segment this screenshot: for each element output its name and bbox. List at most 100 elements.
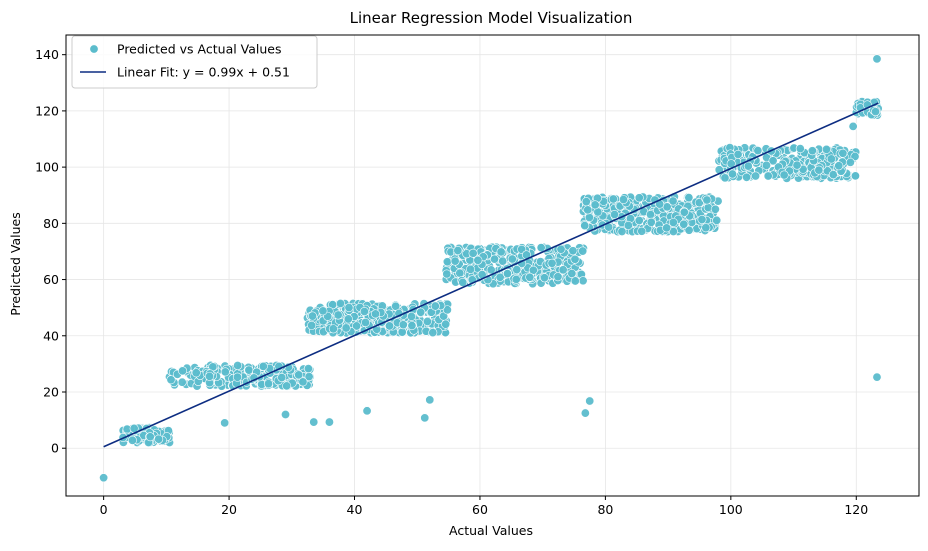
scatter-point bbox=[318, 306, 328, 316]
legend-scatter-label: Predicted vs Actual Values bbox=[117, 42, 282, 57]
scatter-point bbox=[341, 323, 351, 333]
scatter-point bbox=[428, 328, 438, 338]
x-tick-label: 120 bbox=[844, 502, 868, 517]
linear-fit-line bbox=[103, 102, 879, 448]
x-tick-label: 100 bbox=[719, 502, 743, 517]
scatter-point bbox=[583, 205, 593, 215]
scatter-point bbox=[442, 257, 452, 267]
scatter-point bbox=[258, 361, 268, 371]
scatter-point bbox=[511, 274, 521, 284]
scatter-point bbox=[646, 210, 656, 220]
scatter-point bbox=[637, 226, 647, 236]
scatter-point bbox=[701, 223, 711, 233]
scatter-point bbox=[585, 396, 595, 406]
scatter-point bbox=[584, 212, 594, 222]
scatter-point bbox=[442, 305, 452, 315]
scatter-point bbox=[761, 160, 771, 170]
y-axis-label: Predicted Values bbox=[8, 212, 23, 316]
scatter-point bbox=[871, 107, 881, 117]
scatter-point bbox=[751, 171, 761, 181]
scatter-point bbox=[763, 171, 773, 181]
scatter-point bbox=[166, 375, 176, 385]
legend-line-label: Linear Fit: y = 0.99x + 0.51 bbox=[117, 65, 290, 80]
plot-frame bbox=[65, 34, 920, 497]
scatter-point bbox=[668, 196, 678, 206]
scatter-points bbox=[99, 54, 883, 483]
scatter-point bbox=[450, 256, 460, 266]
scatter-point bbox=[558, 265, 568, 275]
scatter-point bbox=[362, 406, 372, 416]
y-tick-label: 20 bbox=[43, 384, 59, 399]
scatter-point bbox=[590, 200, 600, 210]
scatter-point bbox=[826, 154, 836, 164]
y-tick-label: 60 bbox=[43, 272, 59, 287]
scatter-point bbox=[244, 365, 254, 375]
x-tick-label: 0 bbox=[100, 502, 108, 517]
plot-border bbox=[65, 34, 920, 497]
scatter-point bbox=[553, 272, 563, 282]
scatter-point bbox=[610, 210, 620, 220]
scatter-point bbox=[441, 319, 451, 329]
y-tick-label: 100 bbox=[35, 160, 59, 175]
scatter-point bbox=[466, 264, 476, 274]
scatter-point bbox=[525, 272, 535, 282]
scatter-point bbox=[263, 379, 273, 389]
scatter-point bbox=[127, 435, 137, 445]
scatter-point bbox=[567, 269, 577, 279]
scatter-point bbox=[684, 225, 694, 235]
scatter-point bbox=[328, 324, 338, 334]
scatter-point bbox=[540, 273, 550, 283]
scatter-point bbox=[634, 193, 644, 203]
scatter-point bbox=[507, 254, 517, 264]
scatter-point bbox=[821, 144, 831, 154]
scatter-point bbox=[848, 121, 858, 131]
scatter-point bbox=[495, 272, 505, 282]
scatter-point bbox=[807, 146, 817, 156]
scatter-point bbox=[453, 246, 463, 256]
scatter-point bbox=[742, 172, 752, 182]
scatter-point bbox=[702, 195, 712, 205]
scatter-point bbox=[828, 170, 838, 180]
scatter-point bbox=[498, 256, 508, 266]
y-tick-label: 40 bbox=[43, 328, 59, 343]
scatter-point bbox=[570, 276, 580, 286]
scatter-point bbox=[385, 321, 395, 331]
scatter-point bbox=[333, 310, 343, 320]
scatter-point bbox=[416, 307, 426, 317]
scatter-point bbox=[307, 320, 317, 330]
scatter-point bbox=[99, 473, 109, 483]
scatter-point bbox=[814, 165, 824, 175]
scatter-point bbox=[442, 269, 452, 279]
scatter-point bbox=[668, 217, 678, 227]
scatter-point bbox=[398, 320, 408, 330]
scatter-point bbox=[580, 221, 590, 231]
scatter-point bbox=[679, 219, 689, 229]
scatter-point bbox=[834, 161, 844, 171]
scatter-point bbox=[581, 197, 591, 207]
scatter-point bbox=[779, 170, 789, 180]
scatter-point bbox=[512, 265, 522, 275]
scatter-point bbox=[580, 408, 590, 418]
scatter-point bbox=[352, 321, 362, 331]
x-tick-label: 40 bbox=[347, 502, 363, 517]
x-tick-label: 60 bbox=[472, 502, 488, 517]
scatter-point bbox=[792, 160, 802, 170]
scatter-point bbox=[425, 395, 435, 405]
scatter-point bbox=[727, 169, 737, 179]
scatter-point bbox=[344, 303, 354, 313]
x-tick-label: 80 bbox=[597, 502, 613, 517]
scatter-point bbox=[361, 317, 371, 327]
legend: Predicted vs Actual Values Linear Fit: y… bbox=[71, 35, 318, 89]
scatter-point bbox=[407, 321, 417, 331]
chart-title: Linear Regression Model Visualization bbox=[350, 9, 633, 27]
scatter-point bbox=[430, 301, 440, 311]
x-tick-label: 20 bbox=[221, 502, 237, 517]
scatter-point bbox=[220, 418, 230, 428]
scatter-point bbox=[743, 161, 753, 171]
scatter-point bbox=[145, 432, 155, 442]
scatter-point bbox=[753, 146, 763, 156]
scatter-point bbox=[733, 149, 743, 159]
scatter-point bbox=[359, 307, 369, 317]
